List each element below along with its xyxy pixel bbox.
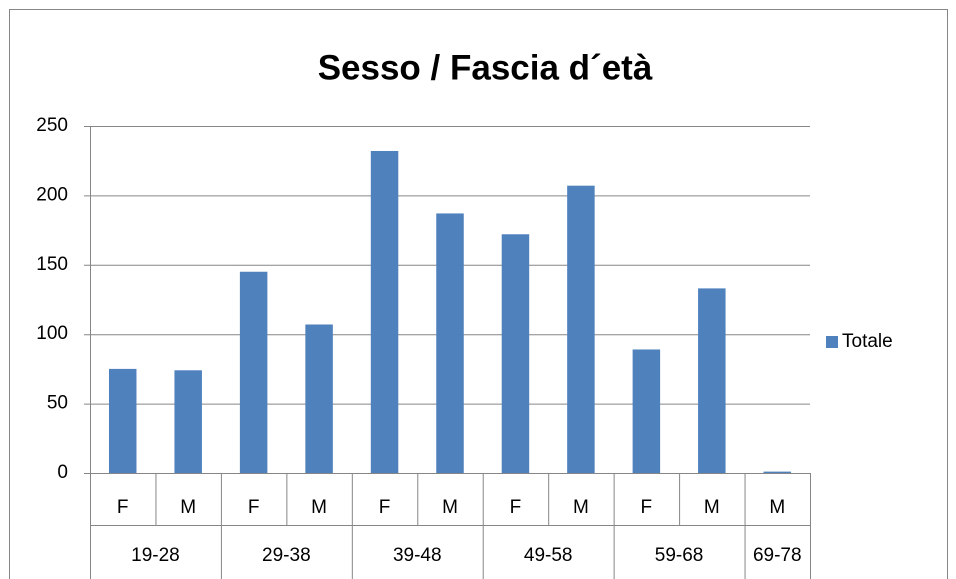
bar <box>436 213 464 473</box>
x-tick-label: F <box>641 497 653 518</box>
group-label: 29-38 <box>262 545 311 566</box>
bar <box>239 271 268 473</box>
chart-title: Sesso / Fascia d´età <box>318 48 653 87</box>
x-tick-label: M <box>180 497 196 518</box>
y-tick-label: 50 <box>47 393 68 414</box>
bar <box>501 234 530 473</box>
y-tick-label: 250 <box>36 115 68 136</box>
group-label: 19-28 <box>131 545 180 566</box>
x-tick-label: F <box>510 497 522 518</box>
bar <box>763 471 792 473</box>
group-label: 39-48 <box>393 545 442 566</box>
x-tick-label: M <box>704 497 720 518</box>
legend-swatch <box>826 336 838 348</box>
x-tick-label: M <box>311 497 327 518</box>
bar <box>567 185 595 473</box>
y-tick-label: 200 <box>36 184 68 205</box>
group-label: 59-68 <box>655 545 704 566</box>
y-tick-label: 150 <box>36 254 68 275</box>
group-label: 49-58 <box>524 545 573 566</box>
bar <box>174 370 202 473</box>
legend-label: Totale <box>842 331 893 352</box>
y-tick-label: 100 <box>36 323 68 344</box>
bar <box>370 150 399 473</box>
x-tick-label: M <box>769 497 785 518</box>
y-tick-label: 0 <box>57 462 68 483</box>
x-tick-label: F <box>379 497 391 518</box>
bar <box>632 349 661 473</box>
x-tick-label: F <box>117 497 129 518</box>
x-tick-label: M <box>573 497 589 518</box>
bar <box>305 324 333 473</box>
bar <box>108 368 137 473</box>
x-tick-label: M <box>442 497 458 518</box>
x-tick-label: F <box>248 497 260 518</box>
group-label: 69-78 <box>753 545 802 566</box>
chart-border <box>9 9 948 579</box>
bar <box>698 288 726 473</box>
